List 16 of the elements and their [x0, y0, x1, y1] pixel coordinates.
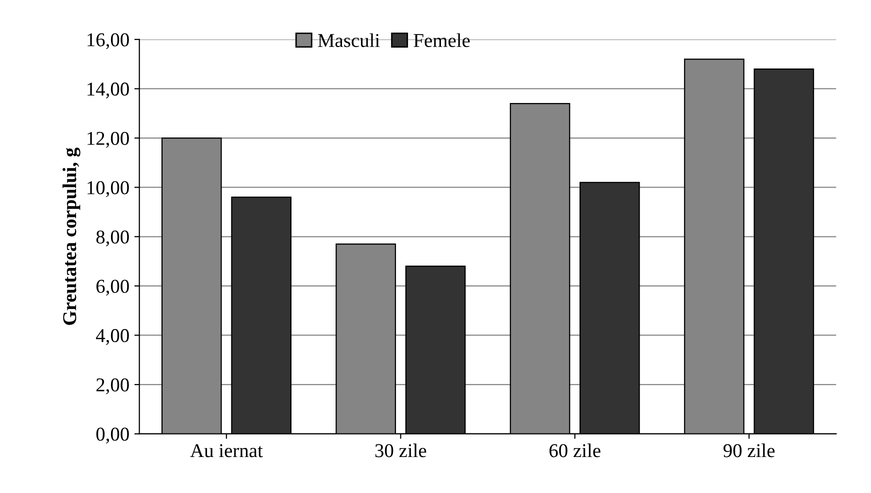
y-tick-label: 12,00 [88, 132, 129, 148]
legend-label: Femele [414, 33, 470, 48]
y-tick-label: 16,00 [88, 33, 129, 50]
y-tick-label: 4,00 [96, 329, 129, 345]
y-axis-title: Greutatea corpului, g [62, 148, 80, 325]
x-tick-label: 60 zile [550, 444, 600, 458]
x-tick-label: 90 zile [724, 444, 775, 458]
x-tick-label: 30 zile [375, 444, 426, 458]
y-tick-label: 8,00 [96, 230, 129, 246]
y-tick-label: 6,00 [96, 280, 129, 296]
y-tick-label: 14,00 [88, 82, 129, 98]
y-tick-label: 0,00 [96, 428, 129, 444]
x-tick-label: Au iernat [190, 444, 263, 458]
y-tick-label: 10,00 [88, 181, 129, 198]
y-tick-label: 2,00 [96, 378, 129, 394]
legend-label: Masculi [318, 33, 380, 48]
